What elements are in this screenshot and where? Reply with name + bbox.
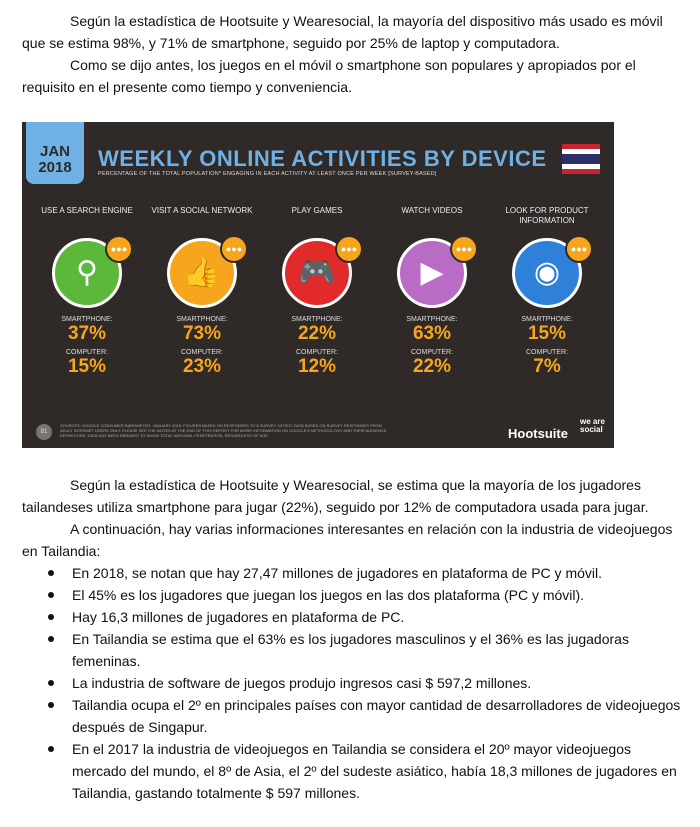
smartphone-label: SMARTPHONE: (176, 316, 228, 323)
smartphone-value: 22% (297, 323, 337, 344)
activity-label: PLAY GAMES (291, 206, 343, 215)
source-note: SOURCES: GOOGLE CONSUMER BAROMETER, JANU… (60, 423, 387, 438)
magnifier-icon: ⚲ ●●● (52, 235, 133, 308)
computer-label: COMPUTER: (411, 349, 453, 356)
infographic-subtitle: PERCENTAGE OF THE TOTAL POPULATION* ENGA… (98, 171, 437, 177)
smartphone-label: SMARTPHONE: (291, 316, 343, 323)
thailand-flag-icon (562, 144, 600, 174)
people-icon: ●●● (105, 235, 133, 263)
computer-label: COMPUTER: (66, 349, 108, 356)
paragraph: Según la estadística de Hootsuite y Wear… (22, 13, 663, 51)
people-icon: ●●● (565, 235, 593, 263)
list-item: En el 2017 la industria de videojuegos e… (48, 738, 682, 804)
thumbs-icon: 👍 ●●● (167, 235, 248, 308)
activity-label: LOOK FOR PRODUCT INFORMATION (505, 206, 589, 225)
list-item: Tailandia ocupa el 2º en principales paí… (48, 694, 682, 738)
page-number: 81 (36, 424, 52, 440)
people-icon: ●●● (220, 235, 248, 263)
activity-label: VISIT A SOCIAL NETWORK (151, 206, 253, 215)
list-item: En Tailandia se estima que el 63% es los… (48, 628, 682, 672)
hootsuite-logo: Hootsuite (508, 426, 568, 441)
paragraph: Según la estadística de Hootsuite y Wear… (22, 477, 649, 515)
activity-column: USE A SEARCH ENGINE ⚲ ●●● SMARTPHONE: 37%… (32, 206, 142, 378)
play-icon: ▶ ●●● (397, 235, 478, 308)
smartphone-value: 37% (67, 323, 107, 344)
smartphone-label: SMARTPHONE: (61, 316, 113, 323)
activity-column: LOOK FOR PRODUCT INFORMATION ◉ ●●● SMARTP… (492, 206, 602, 378)
smartphone-label: SMARTPHONE: (406, 316, 458, 323)
list-item: El 45% es los jugadores que juegan los j… (48, 584, 682, 606)
computer-label: COMPUTER: (296, 349, 338, 356)
gamepad-icon: 🎮 ●●● (282, 235, 363, 308)
activity-column: WATCH VIDEOS ▶ ●●● SMARTPHONE: 63% COMPUT… (377, 206, 487, 378)
list-item: En 2018, se notan que hay 27,47 millones… (48, 562, 682, 584)
activity-label: WATCH VIDEOS (401, 206, 463, 215)
bottle-icon: ◉ ●●● (512, 235, 593, 308)
paragraph: Como se dijo antes, los juegos en el móv… (22, 57, 636, 95)
computer-value: 12% (297, 356, 337, 377)
list-item: Hay 16,3 millones de jugadores en plataf… (48, 606, 682, 628)
computer-value: 7% (533, 356, 561, 377)
activity-label: USE A SEARCH ENGINE (41, 206, 133, 215)
smartphone-value: 73% (182, 323, 222, 344)
computer-value: 23% (182, 356, 222, 377)
paragraph: A continuación, hay varias informaciones… (22, 521, 673, 559)
bullet-list: En 2018, se notan que hay 27,47 millones… (48, 562, 682, 804)
activity-column: VISIT A SOCIAL NETWORK 👍 ●●● SMARTPHONE: … (147, 206, 257, 378)
smartphone-value: 15% (527, 323, 567, 344)
activity-column: PLAY GAMES 🎮 ●●● SMARTPHONE: 22% COMPUTER… (262, 206, 372, 378)
infographic-weekly-online-activities: JAN 2018 WEEKLY ONLINE ACTIVITIES BY DEVI… (22, 122, 614, 448)
we-are-social-logo: we are social (580, 417, 605, 434)
infographic-title: WEEKLY ONLINE ACTIVITIES BY DEVICE (98, 146, 547, 171)
computer-value: 22% (412, 356, 452, 377)
smartphone-value: 63% (412, 323, 452, 344)
body-text: Según la estadística de Hootsuite y Wear… (22, 474, 682, 804)
computer-label: COMPUTER: (181, 349, 223, 356)
people-icon: ●●● (335, 235, 363, 263)
date-badge: JAN 2018 (26, 122, 84, 184)
people-icon: ●●● (450, 235, 478, 263)
intro-text: Según la estadística de Hootsuite y Wear… (22, 10, 682, 98)
smartphone-label: SMARTPHONE: (521, 316, 573, 323)
computer-label: COMPUTER: (526, 349, 568, 356)
list-item: La industria de software de juegos produ… (48, 672, 682, 694)
computer-value: 15% (67, 356, 107, 377)
